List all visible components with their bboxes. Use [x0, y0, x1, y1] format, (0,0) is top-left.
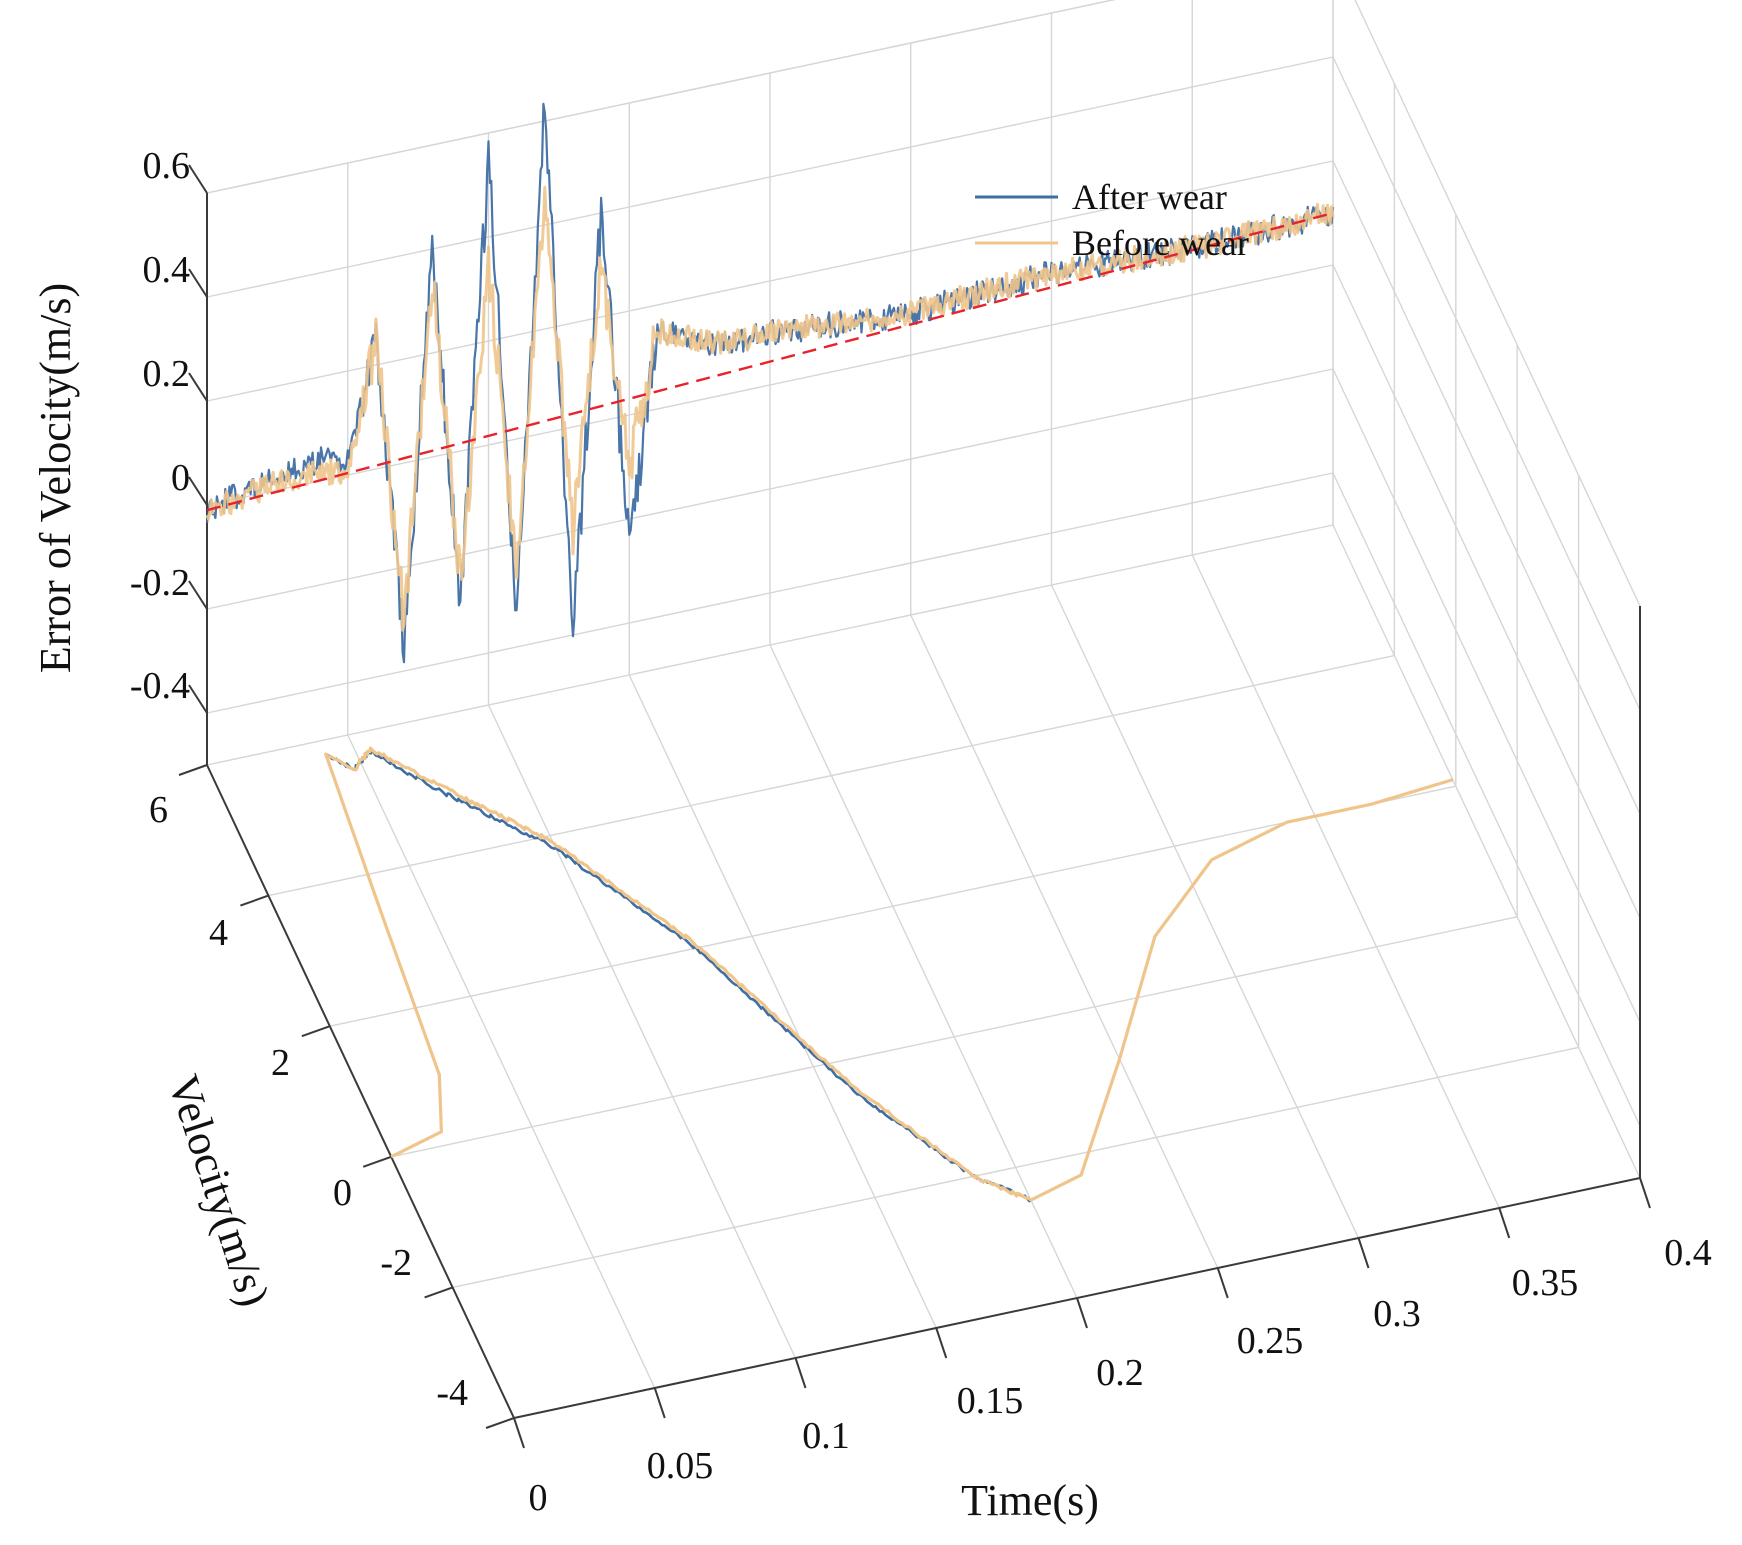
- x-tick: [513, 1417, 525, 1449]
- x-tick: [794, 1357, 807, 1389]
- z-tick: [188, 268, 208, 298]
- x-tick-label: 0.35: [1512, 1262, 1579, 1304]
- wall-grid-line: [206, 264, 1334, 506]
- wall-grid-line: [206, 0, 1116, 194]
- floor-grid-line: [452, 1046, 1579, 1289]
- floor-grid-line: [769, 644, 1078, 1299]
- x-tick: [935, 1327, 948, 1359]
- floor-grid-line: [910, 614, 1219, 1269]
- floor-grid-line: [487, 704, 797, 1359]
- x-tick-label: 0.15: [957, 1380, 1024, 1422]
- x-axis-title: Time(s): [961, 1476, 1099, 1525]
- y-tick-label: 4: [209, 912, 228, 954]
- x-tick-label: 0: [529, 1477, 548, 1519]
- side-grid-line: [1332, 368, 1641, 1023]
- wall-grid-line: [206, 368, 1334, 610]
- x-tick: [1498, 1207, 1511, 1239]
- x-tick-label: 0.4: [1664, 1232, 1712, 1274]
- z-tick-label: 0.6: [143, 145, 191, 187]
- axes: [178, 164, 1651, 1449]
- y-tick: [240, 894, 269, 907]
- floor-grid-line: [329, 785, 1456, 1027]
- x-tick: [1216, 1267, 1229, 1299]
- side-grid-line: [1332, 160, 1641, 815]
- y-tick-label: 2: [271, 1042, 290, 1084]
- data-series: [205, 102, 1454, 1203]
- y-tick: [485, 1417, 515, 1429]
- velocity-line-after-wear: [324, 748, 1454, 1203]
- x-tick: [1357, 1237, 1370, 1269]
- wall-grid-line: [206, 56, 1334, 298]
- y-tick: [178, 764, 208, 776]
- y-tick-label: 0: [333, 1172, 352, 1214]
- y-tick: [424, 1286, 453, 1299]
- z-tick-label: 0.4: [143, 249, 191, 291]
- legend-label-after-wear: After wear: [1072, 177, 1227, 217]
- y-tick-label: -2: [380, 1242, 412, 1284]
- floor-grid-line: [1050, 584, 1360, 1239]
- x-tick-labels: 0 0.05 0.1 0.15 0.2 0.25 0.3 0.35 0.4: [529, 1232, 1712, 1519]
- legend-label-before-wear: Before wear: [1072, 223, 1249, 263]
- y-axis-title: Velocity(m/s): [158, 1069, 279, 1312]
- side-grid-line: [1354, 0, 1641, 607]
- z-tick: [188, 164, 208, 194]
- floor-grid-line: [391, 916, 1518, 1158]
- side-grid-line: [1332, 264, 1641, 919]
- grid-lines: [206, 0, 1641, 1419]
- y-tick-label: 6: [149, 789, 168, 831]
- z-tick-label: -0.4: [130, 665, 190, 707]
- z-tick-label: 0.2: [143, 353, 191, 395]
- velocity-line-before-wear: [324, 746, 1454, 1202]
- x-tick-label: 0.1: [802, 1415, 850, 1457]
- z-tick: [188, 684, 208, 714]
- z-tick: [188, 580, 208, 610]
- reference-error-line: [206, 211, 1334, 512]
- z-tick: [188, 476, 208, 506]
- floor-grid-line: [628, 674, 937, 1329]
- z-tick-label: -0.2: [130, 562, 190, 604]
- side-grid-line: [1332, 472, 1641, 1127]
- z-axis-title: Error of Velocity(m/s): [31, 283, 80, 673]
- floor-grid-line: [268, 654, 1395, 897]
- error-line-before-wear: [205, 185, 1335, 632]
- x-tick-label: 0.05: [647, 1445, 714, 1487]
- x-tick: [653, 1387, 666, 1419]
- floor-grid-line: [1332, 524, 1641, 1179]
- x-tick: [1076, 1297, 1088, 1329]
- z-tick: [188, 372, 208, 402]
- x-tick-label: 0.3: [1373, 1293, 1421, 1335]
- y-tick-label: -4: [436, 1372, 468, 1414]
- y-tick: [301, 1025, 331, 1038]
- x-tick-label: 0.25: [1237, 1320, 1304, 1362]
- x-tick-label: 0.2: [1096, 1352, 1144, 1394]
- legend: After wear Before wear: [975, 177, 1249, 263]
- y-axis-line: [206, 764, 515, 1419]
- z-tick-labels: -0.4 -0.2 0 0.2 0.4 0.6: [130, 145, 190, 707]
- floor-grid-line: [347, 734, 656, 1389]
- x-tick: [1639, 1177, 1651, 1209]
- side-grid-line: [1332, 56, 1641, 711]
- y-tick-labels: -4 -2 0 2 4 6: [149, 789, 468, 1414]
- floor-grid-line: [1191, 554, 1500, 1209]
- wall-grid-line: [206, 472, 1334, 714]
- z-tick-label: 0: [171, 457, 190, 499]
- y-tick: [362, 1155, 392, 1168]
- wall-grid-line: [206, 160, 1334, 402]
